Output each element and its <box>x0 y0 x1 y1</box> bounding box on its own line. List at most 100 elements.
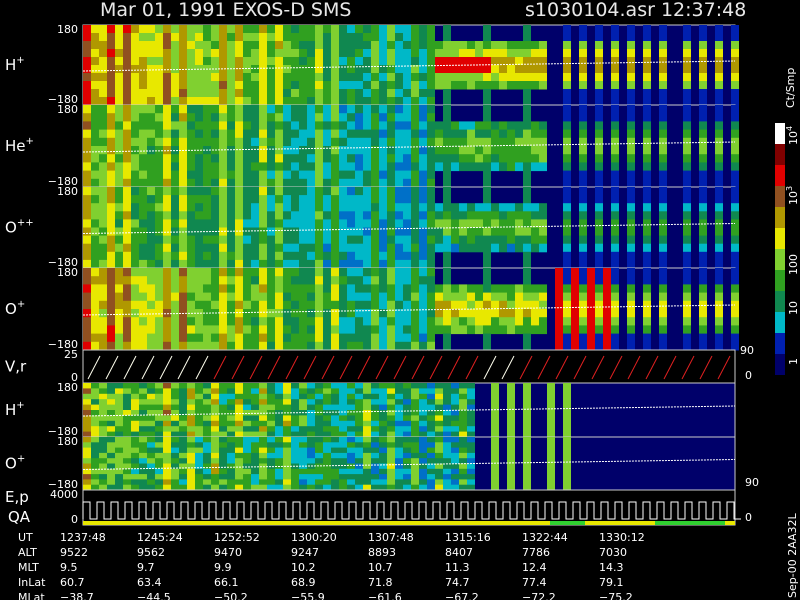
spectrogram-cell <box>299 146 307 155</box>
spectrogram-cell <box>395 458 403 464</box>
spectrogram-cell <box>659 268 667 277</box>
spectrogram-cell <box>499 162 507 172</box>
spectrogram-cell <box>131 33 139 42</box>
right-tick-label: 90 <box>745 476 759 489</box>
spectrogram-cell <box>107 325 115 335</box>
spectrogram-cell <box>563 452 571 459</box>
spectrogram-cell <box>683 203 691 212</box>
spectrogram-cell <box>123 137 131 147</box>
spectrogram-cell <box>395 259 403 269</box>
spectrogram-cell <box>419 97 427 106</box>
spectrogram-cell <box>99 121 107 131</box>
spectrogram-cell <box>395 129 403 139</box>
spectrogram-cell <box>315 410 323 416</box>
spectrogram-cell <box>491 121 499 131</box>
spectrogram-cell <box>115 81 123 90</box>
spectrogram-cell <box>283 309 291 318</box>
spectrogram-cell <box>443 57 451 66</box>
label-sup: + <box>16 55 24 66</box>
spectrogram-cell <box>203 97 211 106</box>
spectrogram-cell <box>443 89 451 98</box>
spectrogram-cell <box>107 154 115 163</box>
spectrogram-cell <box>227 447 235 454</box>
spectrogram-cell <box>155 437 163 443</box>
spectrogram-cell <box>299 458 307 464</box>
spectrogram-cell <box>427 426 435 433</box>
spectrogram-cell <box>547 474 555 480</box>
spectrogram-cell <box>611 170 619 180</box>
spectrogram-cell <box>355 25 363 34</box>
spectrogram-cell <box>219 431 227 438</box>
spectrogram-cell <box>299 97 307 106</box>
spectrogram-cell <box>579 317 587 326</box>
spectrogram-cell <box>267 219 275 228</box>
spectrogram-cell <box>363 426 371 433</box>
spectrogram-cell <box>291 276 299 285</box>
spectrogram-cell <box>387 458 395 464</box>
spectrogram-cell <box>379 447 387 454</box>
spectrogram-cell <box>195 97 203 106</box>
spectrogram-cell <box>83 333 91 343</box>
spectrogram-cell <box>403 105 411 114</box>
spectrogram-cell <box>315 325 323 335</box>
velocity-trace <box>555 355 569 380</box>
spectrogram-cell <box>283 420 291 427</box>
spectrogram-cell <box>235 442 243 449</box>
spectrogram-cell <box>323 468 331 475</box>
spectrogram-cell <box>251 325 259 335</box>
spectrogram-cell <box>451 426 459 433</box>
spectrogram-cell <box>227 309 235 318</box>
spectrogram-cell <box>275 309 283 318</box>
spectrogram-cell <box>611 284 619 294</box>
spectrogram-cell <box>83 33 91 42</box>
spectrogram-cell <box>411 170 419 180</box>
spectrogram-cell <box>123 187 131 196</box>
spectrogram-cell <box>523 276 531 285</box>
spectrogram-cell <box>259 227 267 237</box>
spectrogram-cell <box>395 162 403 172</box>
spectrogram-cell <box>315 383 323 389</box>
spectrogram-cell <box>371 420 379 427</box>
spectrogram-cell <box>331 333 339 343</box>
spectrogram-cell <box>147 162 155 172</box>
spectrogram-cell <box>531 243 539 253</box>
spectrogram-cell <box>347 65 355 74</box>
spectrogram-cell <box>219 81 227 90</box>
spectrogram-cell <box>427 474 435 480</box>
spectrogram-cell <box>379 458 387 464</box>
spectrogram-cell <box>363 325 371 335</box>
spectrogram-cell <box>155 447 163 454</box>
spectrogram-cell <box>155 89 163 98</box>
spectrogram-cell <box>339 383 347 389</box>
spectrogram-cell <box>355 404 363 411</box>
spectrogram-cell <box>163 484 171 491</box>
spectrogram-cell <box>643 235 651 245</box>
spectrogram-cell <box>659 49 667 58</box>
spectrogram-cell <box>179 41 187 50</box>
spectrogram-cell <box>115 474 123 480</box>
spectrogram-cell <box>315 243 323 253</box>
spectrogram-cell <box>275 474 283 480</box>
spectrogram-cell <box>371 65 379 74</box>
spectrogram-cell <box>355 211 363 220</box>
spectrogram-cell <box>107 292 115 302</box>
spectrogram-cell <box>731 146 739 155</box>
spectrogram-cell <box>331 410 339 416</box>
spectrogram-cell <box>627 251 635 261</box>
spectrogram-cell <box>435 410 443 416</box>
spectrogram-cell <box>243 243 251 253</box>
spectrogram-cell <box>563 388 571 395</box>
spectrogram-cell <box>579 73 587 82</box>
spectrogram-cell <box>347 410 355 416</box>
spectrogram-cell <box>259 73 267 82</box>
spectrogram-cell <box>235 415 243 422</box>
spectrogram-cell <box>123 65 131 74</box>
spectrogram-cell <box>339 410 347 416</box>
spectrogram-cell <box>379 431 387 438</box>
spectrogram-cell <box>131 89 139 98</box>
spectrogram-cell <box>419 243 427 253</box>
spectrogram-cell <box>275 383 283 389</box>
spectrogram-cell <box>211 341 219 351</box>
spectrogram-cell <box>243 89 251 98</box>
spectrogram-cell <box>355 178 363 188</box>
